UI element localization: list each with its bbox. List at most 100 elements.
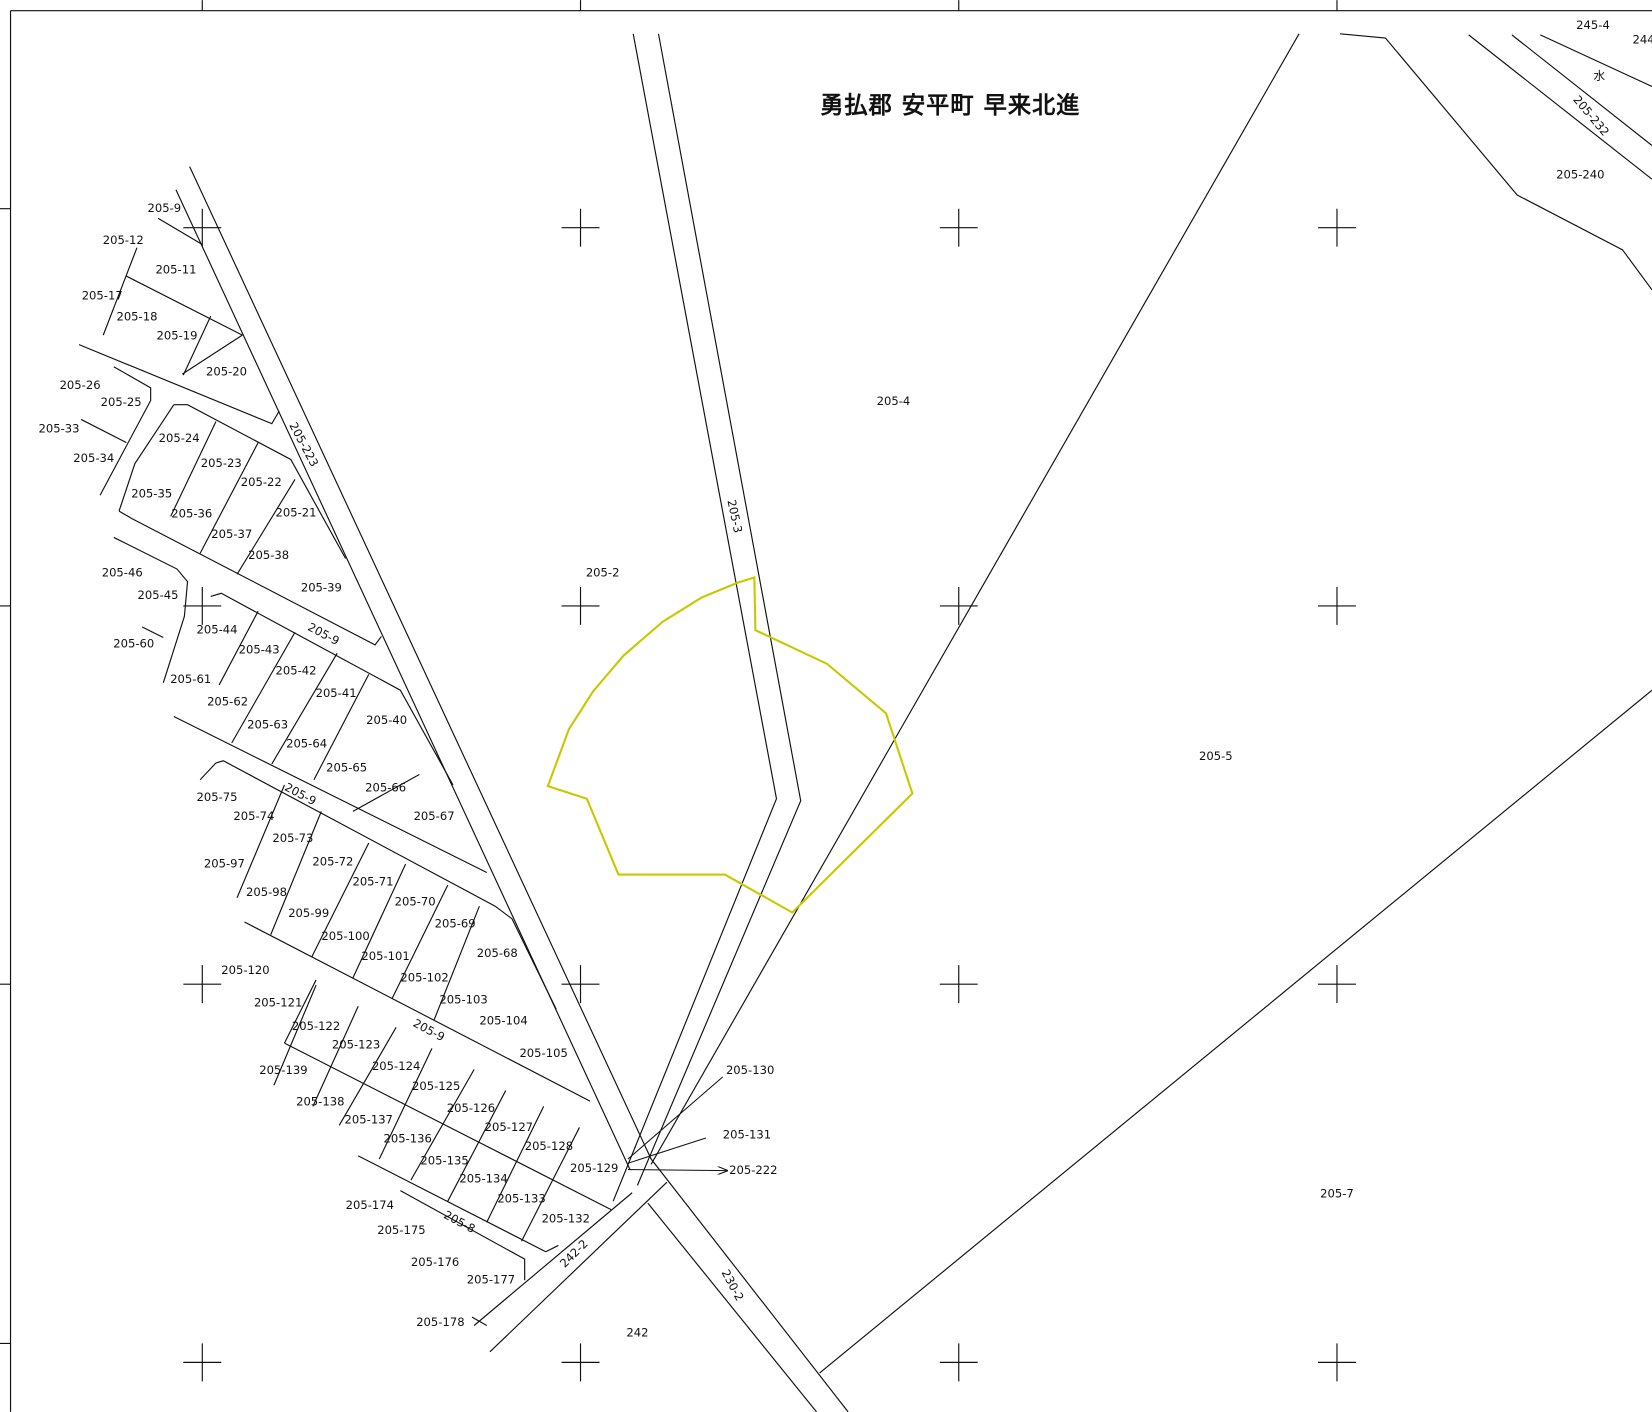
parcel-label: 205-124 xyxy=(372,1059,420,1073)
parcel-label: 205-19 xyxy=(156,329,197,343)
parcel-label: 205-67 xyxy=(414,809,455,823)
parcel-label: 205-178 xyxy=(416,1315,464,1329)
parcel-label: 205-7 xyxy=(1320,1186,1354,1200)
grid-cross xyxy=(1318,1343,1356,1381)
parcel-label: 205-45 xyxy=(138,588,179,602)
parcel-label: 205-18 xyxy=(116,310,157,324)
parcel-label: 205-138 xyxy=(296,1095,344,1109)
parcel-label: 205-17 xyxy=(82,289,123,303)
parcel-label: 205-134 xyxy=(459,1172,507,1186)
parcel-label: 205-139 xyxy=(259,1063,307,1077)
parcel-label: 205-42 xyxy=(276,664,317,678)
parcel-label: 205-44 xyxy=(197,623,238,637)
parcel-label: 205-127 xyxy=(485,1120,533,1134)
parcel-label: 205-66 xyxy=(365,781,406,795)
parcel-label: 205-98 xyxy=(246,885,287,899)
parcel-label: 205-135 xyxy=(420,1154,468,1168)
grid-cross xyxy=(940,1343,978,1381)
grid-cross xyxy=(183,209,221,247)
parcel-label: 205-176 xyxy=(411,1255,459,1269)
parcel-label: 205-68 xyxy=(477,946,518,960)
parcel-label: 205-222 xyxy=(729,1163,777,1177)
parcel-label: 205-121 xyxy=(254,996,302,1010)
parcel-label: 205-137 xyxy=(345,1113,393,1127)
page: {"title":"勇払郡 安平町 早来北進", "labels":["245-… xyxy=(0,0,1652,1412)
parcel-label: 205-36 xyxy=(171,507,212,521)
parcel-label: 205-5 xyxy=(1199,749,1233,763)
parcel-label: 205-2 xyxy=(586,566,620,580)
parcel-label: 205-69 xyxy=(435,917,476,931)
parcel-label: 205-105 xyxy=(519,1046,567,1060)
parcel-label: 205-175 xyxy=(377,1223,425,1237)
parcel-label: 205-97 xyxy=(204,857,245,871)
parcel-label: 205-4 xyxy=(877,394,911,408)
grid-cross xyxy=(1318,209,1356,247)
parcel-label: 205-71 xyxy=(352,874,393,888)
parcel-label: 205-60 xyxy=(113,636,154,650)
parcel-label: 205-40 xyxy=(366,713,407,727)
grid-cross xyxy=(940,209,978,247)
parcel-label: 205-126 xyxy=(447,1101,495,1115)
grid-cross xyxy=(183,587,221,625)
parcel-label: 205-133 xyxy=(497,1192,545,1206)
parcel-label: 205-130 xyxy=(726,1063,774,1077)
parcel-label: 205-64 xyxy=(286,736,327,750)
parcel-label: 205-240 xyxy=(1556,168,1604,182)
parcel-label: 205-22 xyxy=(241,475,282,489)
parcel-label: 205-174 xyxy=(346,1198,394,1212)
parcel-label: 205-9 xyxy=(148,201,182,215)
parcel-label: 205-35 xyxy=(131,487,172,501)
parcel-label: 205-99 xyxy=(288,906,329,920)
parcel-label: 205-74 xyxy=(233,809,274,823)
parcel-label: 205-20 xyxy=(206,365,247,379)
parcel-label: 245-4 xyxy=(1576,18,1610,32)
parcel-label: 205-72 xyxy=(312,854,353,868)
grid-cross xyxy=(562,1343,600,1381)
parcel-label: 205-61 xyxy=(170,672,211,686)
parcel-label: 205-8 xyxy=(441,1208,477,1236)
parcel-label: 205-100 xyxy=(321,929,369,943)
grid-cross xyxy=(562,965,600,1003)
parcel-label: 205-129 xyxy=(570,1161,618,1175)
parcel-label: 205-103 xyxy=(439,992,487,1006)
parcel-label: 205-120 xyxy=(221,963,269,977)
parcel-label: 205-102 xyxy=(400,970,448,984)
grid-cross xyxy=(1318,587,1356,625)
parcel-label: 205-73 xyxy=(272,831,313,845)
parcel-label: 230-2 xyxy=(719,1267,747,1303)
parcel-label: 205-101 xyxy=(361,949,409,963)
grid-cross xyxy=(183,1343,221,1381)
parcel-label: 242 xyxy=(626,1325,648,1339)
parcel-label: 205-131 xyxy=(723,1127,771,1141)
parcel-label: 205-25 xyxy=(101,395,142,409)
parcel-label: 205-34 xyxy=(73,451,114,465)
grid-cross xyxy=(940,587,978,625)
parcel-label: 205-21 xyxy=(276,506,317,520)
parcel-label: 205-37 xyxy=(211,527,252,541)
parcel-label: 244 xyxy=(1633,33,1652,47)
highlight-area xyxy=(548,577,913,912)
parcel-label: 205-125 xyxy=(412,1079,460,1093)
parcel-label: 205-177 xyxy=(467,1273,515,1287)
parcel-label: 205-9 xyxy=(411,1016,447,1044)
grid-cross xyxy=(562,209,600,247)
parcel-label: 205-11 xyxy=(155,262,196,276)
parcel-label: 205-63 xyxy=(247,717,288,731)
parcel-label: 205-132 xyxy=(542,1212,590,1226)
cadastral-map: 勇払郡 安平町 早来北進 245-4244水205-232205-240205-… xyxy=(0,0,1652,1412)
grid-cross xyxy=(183,965,221,1003)
parcel-label: 205-43 xyxy=(239,643,280,657)
parcel-label: 205-23 xyxy=(201,456,242,470)
parcel-label: 205-70 xyxy=(395,894,436,908)
parcel-label: 205-65 xyxy=(326,761,367,775)
parcel-label: 205-62 xyxy=(207,694,248,708)
parcel-label: 水 xyxy=(1594,68,1606,82)
parcel-label: 205-9 xyxy=(306,620,342,648)
parcel-label: 205-12 xyxy=(103,233,144,247)
parcel-label: 205-24 xyxy=(159,431,200,445)
parcel-label: 205-46 xyxy=(102,566,143,580)
parcel-label: 205-38 xyxy=(248,548,289,562)
parcel-label: 205-104 xyxy=(479,1014,527,1028)
grid-cross xyxy=(562,587,600,625)
parcel-label: 205-75 xyxy=(197,790,238,804)
